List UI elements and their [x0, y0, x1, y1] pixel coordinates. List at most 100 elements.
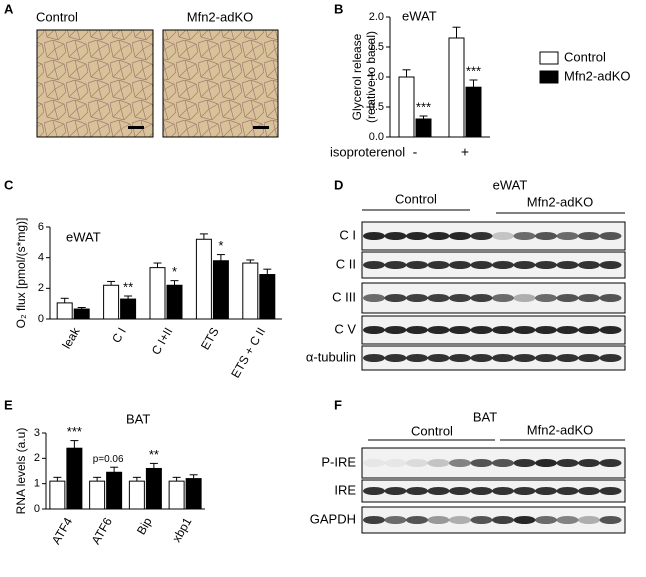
blot-band: [535, 516, 557, 524]
panel-letter: A: [4, 1, 14, 16]
blot-band: [578, 232, 600, 240]
blot-band: [449, 516, 471, 524]
blot-row-label: α-tubulin: [306, 349, 356, 364]
x-tick-label: -: [413, 144, 418, 160]
blot-band: [449, 232, 471, 240]
blot-band: [492, 261, 514, 269]
blot-band: [578, 459, 600, 467]
x-tick-label: leak: [59, 324, 83, 351]
blot-band: [449, 326, 471, 334]
blot-band: [406, 516, 428, 524]
blot-row-label: C III: [332, 289, 356, 304]
bar: [212, 260, 229, 320]
blot-band: [427, 294, 450, 302]
chart-title: eWAT: [402, 8, 437, 23]
bar: [73, 308, 90, 320]
significance-label: ***: [466, 63, 481, 78]
blot-band: [556, 261, 579, 269]
panel-letter: F: [334, 397, 342, 412]
histology-image: [162, 29, 279, 138]
blot-band: [427, 232, 450, 240]
blot-band: [492, 487, 514, 495]
blot-band: [470, 261, 493, 269]
blot-band: [384, 487, 407, 495]
blot-band: [578, 516, 600, 524]
x-axis-label: isoproterenol: [330, 144, 405, 159]
bar: [185, 478, 202, 510]
blot-band: [427, 354, 450, 362]
blot-band: [492, 294, 514, 302]
legend-swatch: [539, 70, 559, 84]
bar: [120, 298, 137, 320]
x-tick-label: Bip: [134, 515, 155, 537]
blot-band: [449, 487, 471, 495]
panel-a: Control Mfn2-adKO: [36, 9, 279, 138]
blot-band: [384, 354, 407, 362]
blot-band: [578, 326, 600, 334]
blot-group-label: Mfn2-adKO: [527, 422, 593, 437]
y-tick-label: 2: [38, 282, 44, 294]
blot-band: [470, 516, 493, 524]
blot-band: [513, 516, 536, 524]
y-tick-label: 0.5: [369, 101, 384, 113]
blot-band: [449, 354, 471, 362]
blot-band: [427, 487, 450, 495]
blot-band: [449, 294, 471, 302]
blot-band: [535, 261, 557, 269]
blot-band: [513, 354, 536, 362]
legend-label: Mfn2-adKO: [564, 68, 630, 83]
y-tick-label: 0: [34, 503, 40, 515]
significance-label: **: [149, 447, 159, 462]
x-tick-label: ETS: [198, 325, 222, 352]
bar: [448, 37, 465, 138]
blot-band: [384, 232, 407, 240]
blot-band: [492, 516, 514, 524]
x-tick-label: xbp1: [169, 515, 194, 545]
x-tick-label: ATF4: [49, 515, 76, 547]
blot-band: [384, 326, 407, 334]
blot-band: [470, 232, 493, 240]
blot-band: [449, 459, 471, 467]
blot-band: [535, 294, 557, 302]
bar: [128, 480, 145, 510]
blot-band: [599, 516, 622, 524]
significance-label: *: [172, 264, 177, 279]
blot-band: [427, 459, 450, 467]
histology-image: [36, 29, 154, 138]
blot-band: [406, 261, 428, 269]
y-tick-label: 1.5: [369, 41, 384, 53]
blot-band: [599, 487, 622, 495]
blot-band: [427, 326, 450, 334]
y-tick-label: 2.0: [369, 11, 384, 23]
bar: [89, 480, 106, 510]
x-tick-label: +: [461, 144, 469, 160]
blot-row-label: C I: [339, 227, 356, 242]
bar: [145, 467, 162, 510]
blot-band: [599, 459, 622, 467]
blot-band: [556, 487, 579, 495]
y-tick-label: 1.0: [369, 71, 384, 83]
blot-row-label: GAPDH: [310, 511, 356, 526]
blot-band: [384, 516, 407, 524]
bar: [66, 447, 83, 510]
bar: [195, 238, 212, 320]
blot-band: [535, 354, 557, 362]
blot-title: eWAT: [493, 177, 528, 192]
blot-band: [513, 487, 536, 495]
y-tick-label: 1: [34, 478, 40, 490]
bar: [166, 284, 183, 320]
blot-band: [492, 326, 514, 334]
significance-label: *: [218, 238, 223, 253]
blot-band: [556, 294, 579, 302]
x-tick-label: C I+II: [149, 325, 176, 357]
blot-band: [363, 232, 385, 240]
y-axis-label: RNA levels (a.u): [14, 428, 28, 515]
blot-band: [406, 354, 428, 362]
blot-band: [363, 294, 385, 302]
blot-band: [599, 326, 622, 334]
blot-band: [599, 261, 622, 269]
blot-row-label: IRE: [334, 482, 356, 497]
blot-band: [556, 326, 579, 334]
blot-group-label: Control: [411, 423, 453, 438]
